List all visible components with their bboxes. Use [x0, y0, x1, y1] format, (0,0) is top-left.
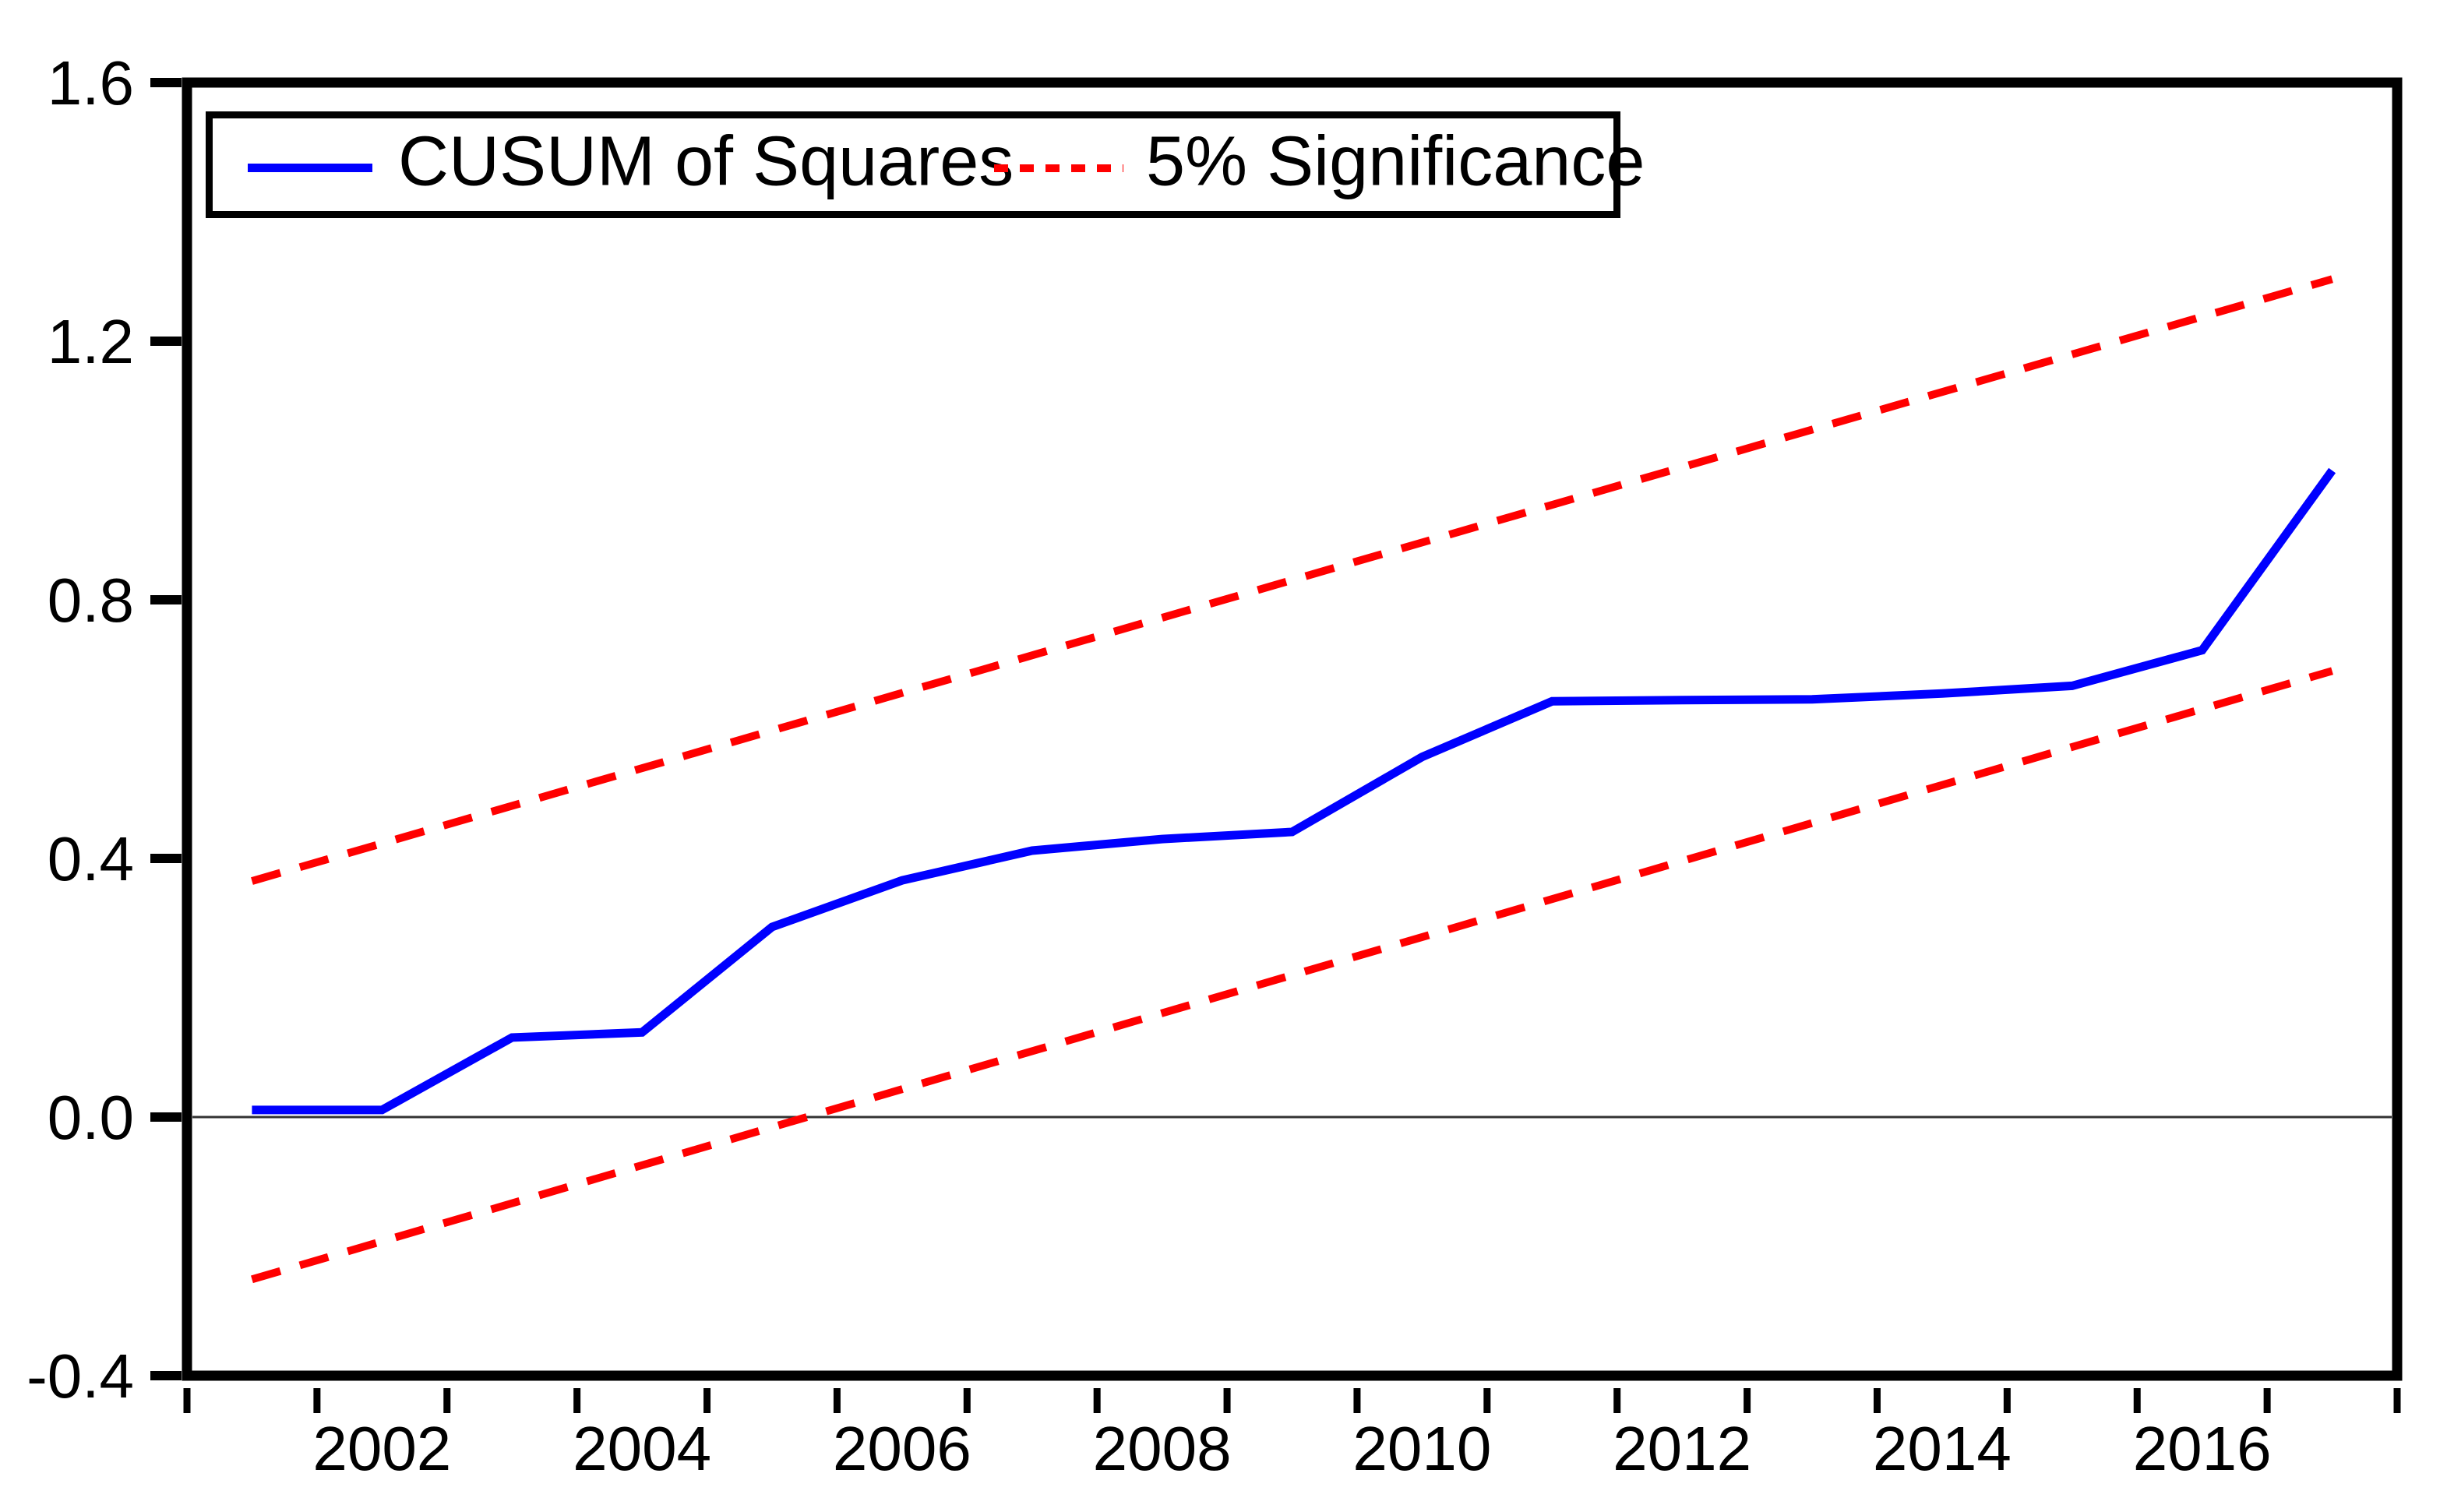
cusum-line-legend-sample: [248, 164, 372, 172]
x-tick-label: 2014: [1873, 1414, 2012, 1483]
x-tick-label: 2004: [573, 1414, 711, 1483]
significance-line-legend-sample: [994, 164, 1123, 172]
x-tick-label: 2008: [1093, 1414, 1232, 1483]
y-tick-label: -0.4: [26, 1341, 134, 1411]
significance-lower-line: [251, 667, 2333, 1284]
legend-label-significance: 5% Significance: [1146, 122, 1645, 200]
y-tick-label: 0.8: [48, 566, 134, 635]
y-tick-label: 0.4: [48, 824, 134, 893]
x-tick-label: 2010: [1352, 1414, 1491, 1483]
x-tick-label: 2016: [2133, 1414, 2272, 1483]
x-tick-label: 2006: [833, 1414, 971, 1483]
cusum-line: [252, 467, 2336, 1115]
legend-box: CUSUM of Squares 5% Significance: [206, 111, 1645, 218]
legend-label-cusum: CUSUM of Squares: [398, 122, 1014, 200]
x-tick-label: 2002: [312, 1414, 451, 1483]
y-tick-label: 1.2: [48, 307, 134, 376]
y-tick-label: 1.6: [48, 48, 134, 118]
y-tick-label: 0.0: [48, 1083, 134, 1152]
x-tick-label: 2012: [1613, 1414, 1751, 1483]
plot-border: [182, 77, 2403, 1381]
significance-upper-line: [251, 275, 2333, 885]
